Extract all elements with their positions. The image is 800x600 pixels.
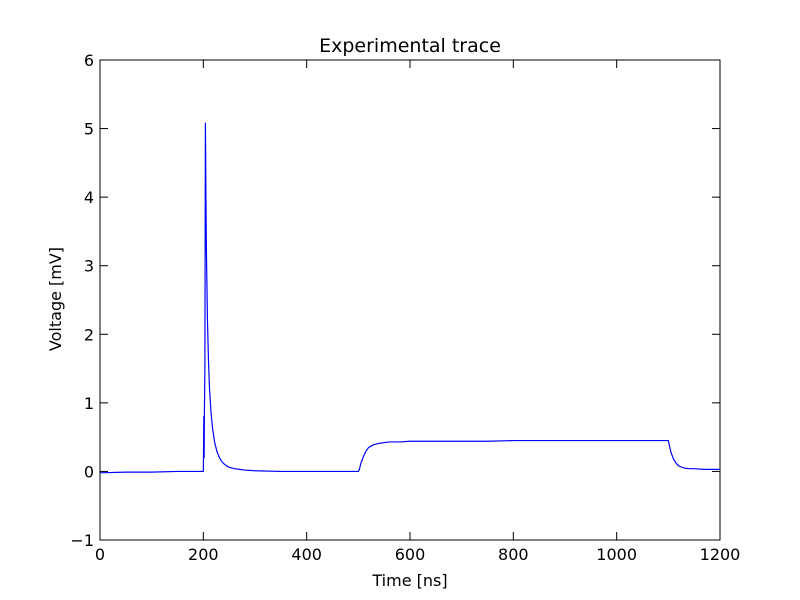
chart-title: Experimental trace <box>319 35 501 57</box>
x-tick-label: 600 <box>395 545 426 564</box>
y-axis-label: Voltage [mV] <box>46 247 65 351</box>
y-tick-label: 5 <box>84 120 94 139</box>
series-line-0 <box>99 122 720 474</box>
y-tick-label: 2 <box>84 325 94 344</box>
y-tick-label: 3 <box>84 257 94 276</box>
x-tick-label: 1000 <box>596 545 637 564</box>
x-tick-label: 200 <box>188 545 219 564</box>
x-tick-label: 800 <box>498 545 529 564</box>
y-tick-label: 4 <box>84 188 94 207</box>
y-tick-label: 0 <box>84 462 94 481</box>
y-tick-label: 6 <box>84 51 94 70</box>
x-tick-label: 1200 <box>700 545 741 564</box>
x-axis-label: Time [ns] <box>371 571 447 590</box>
y-tick-label: −1 <box>70 531 94 550</box>
x-tick-label: 0 <box>95 545 105 564</box>
x-tick-label: 400 <box>291 545 322 564</box>
y-tick-label: 1 <box>84 394 94 413</box>
